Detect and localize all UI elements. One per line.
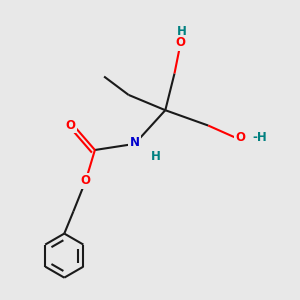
Text: N: N	[130, 136, 140, 149]
Text: O: O	[176, 36, 186, 50]
Text: O: O	[236, 131, 246, 144]
Text: O: O	[81, 174, 91, 187]
Text: O: O	[65, 119, 75, 132]
Text: -H: -H	[253, 131, 267, 144]
Text: H: H	[151, 150, 161, 163]
Text: H: H	[177, 25, 187, 38]
